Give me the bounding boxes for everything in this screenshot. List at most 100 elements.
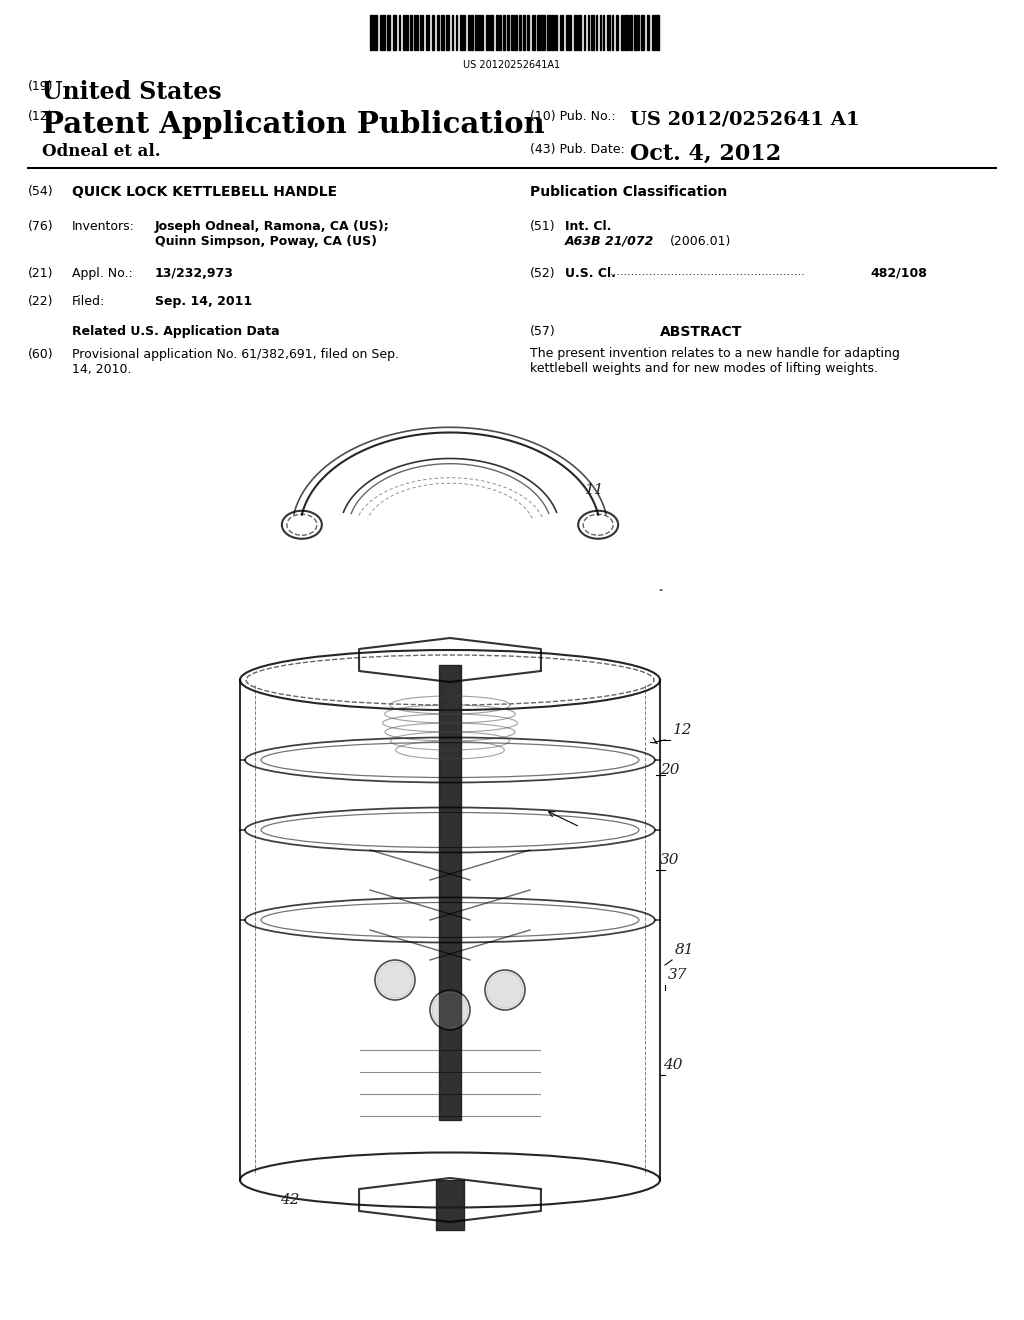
Bar	[532, 15, 535, 50]
Bar	[490, 15, 493, 50]
Text: Joseph Odneal, Ramona, CA (US);: Joseph Odneal, Ramona, CA (US);	[155, 220, 390, 234]
Text: (22): (22)	[28, 294, 53, 308]
Bar	[656, 15, 659, 50]
Text: 11: 11	[585, 483, 604, 498]
Text: 482/108: 482/108	[870, 267, 927, 280]
Bar	[541, 15, 543, 50]
Bar	[591, 15, 594, 50]
Text: (21): (21)	[28, 267, 53, 280]
Bar	[514, 15, 517, 50]
Text: (12): (12)	[28, 110, 53, 123]
Text: (43) Pub. Date:: (43) Pub. Date:	[530, 143, 625, 156]
Text: (54): (54)	[28, 185, 53, 198]
Text: U.S. Cl.: U.S. Cl.	[565, 267, 615, 280]
Bar	[426, 15, 429, 50]
Bar	[446, 15, 449, 50]
Text: (52): (52)	[530, 267, 556, 280]
Text: Inventors:: Inventors:	[72, 220, 135, 234]
Text: US 2012/0252641 A1: US 2012/0252641 A1	[630, 110, 859, 128]
Bar	[625, 15, 628, 50]
Text: A63B 21/072: A63B 21/072	[565, 235, 654, 248]
Bar	[387, 15, 390, 50]
Bar	[634, 15, 637, 50]
Bar	[382, 15, 385, 50]
Bar	[551, 15, 553, 50]
Bar	[616, 15, 618, 50]
Text: Patent Application Publication: Patent Application Publication	[42, 110, 545, 139]
Bar	[574, 15, 577, 50]
Bar	[537, 15, 540, 50]
Bar	[481, 15, 483, 50]
Bar	[523, 15, 525, 50]
Bar	[547, 15, 550, 50]
Polygon shape	[432, 993, 468, 1028]
Bar	[519, 15, 521, 50]
Text: Quinn Simpson, Poway, CA (US): Quinn Simpson, Poway, CA (US)	[155, 235, 377, 248]
Text: (2006.01): (2006.01)	[670, 235, 731, 248]
Text: QUICK LOCK KETTLEBELL HANDLE: QUICK LOCK KETTLEBELL HANDLE	[72, 185, 337, 199]
Bar	[629, 15, 632, 50]
Bar	[441, 15, 444, 50]
Text: 12: 12	[673, 723, 692, 737]
Bar	[486, 15, 489, 50]
Text: 20: 20	[660, 763, 680, 777]
Text: 13/232,973: 13/232,973	[155, 267, 233, 280]
Text: Odneal et al.: Odneal et al.	[42, 143, 161, 160]
Text: Int. Cl.: Int. Cl.	[565, 220, 611, 234]
Text: Oct. 4, 2012: Oct. 4, 2012	[630, 143, 781, 165]
Bar	[511, 15, 513, 50]
Text: The present invention relates to a new handle for adapting
kettlebell weights an: The present invention relates to a new h…	[530, 347, 900, 375]
Text: Publication Classification: Publication Classification	[530, 185, 727, 199]
Bar	[478, 15, 480, 50]
Text: 42: 42	[280, 1193, 299, 1206]
Bar	[410, 15, 412, 50]
Bar	[641, 15, 644, 50]
Text: (60): (60)	[28, 348, 53, 360]
Text: ......................................................: ........................................…	[610, 267, 806, 277]
Bar	[403, 15, 406, 50]
Bar	[621, 15, 624, 50]
Text: 40: 40	[663, 1059, 683, 1072]
Polygon shape	[487, 972, 523, 1008]
Bar	[460, 15, 463, 50]
Text: United States: United States	[42, 81, 221, 104]
Bar	[471, 15, 473, 50]
Bar	[370, 15, 373, 50]
Text: US 20120252641A1: US 20120252641A1	[464, 59, 560, 70]
Text: 30: 30	[660, 853, 680, 867]
Text: (10) Pub. No.:: (10) Pub. No.:	[530, 110, 615, 123]
Text: Appl. No.:: Appl. No.:	[72, 267, 133, 280]
Bar	[527, 15, 529, 50]
Bar	[432, 15, 434, 50]
Bar	[439, 665, 461, 1119]
Text: (51): (51)	[530, 220, 556, 234]
Bar	[507, 15, 509, 50]
Bar	[499, 15, 501, 50]
Bar	[607, 15, 610, 50]
Bar	[503, 15, 505, 50]
Text: Filed:: Filed:	[72, 294, 105, 308]
Polygon shape	[377, 962, 413, 998]
Bar	[652, 15, 655, 50]
Bar	[647, 15, 649, 50]
Text: Sep. 14, 2011: Sep. 14, 2011	[155, 294, 252, 308]
Text: (19): (19)	[28, 81, 53, 92]
Bar	[568, 15, 571, 50]
Text: (76): (76)	[28, 220, 53, 234]
Bar	[468, 15, 470, 50]
Bar	[578, 15, 581, 50]
Text: ABSTRACT: ABSTRACT	[660, 325, 742, 339]
Bar	[437, 15, 439, 50]
Bar	[406, 15, 408, 50]
Bar	[436, 1180, 464, 1230]
Bar	[475, 15, 477, 50]
Text: Related U.S. Application Data: Related U.S. Application Data	[72, 325, 280, 338]
Text: 37: 37	[668, 968, 687, 982]
Bar	[416, 15, 418, 50]
Bar	[496, 15, 498, 50]
Text: (57): (57)	[530, 325, 556, 338]
Bar	[393, 15, 396, 50]
Text: Provisional application No. 61/382,691, filed on Sep.
14, 2010.: Provisional application No. 61/382,691, …	[72, 348, 399, 376]
Text: 81: 81	[675, 942, 694, 957]
Bar	[374, 15, 377, 50]
